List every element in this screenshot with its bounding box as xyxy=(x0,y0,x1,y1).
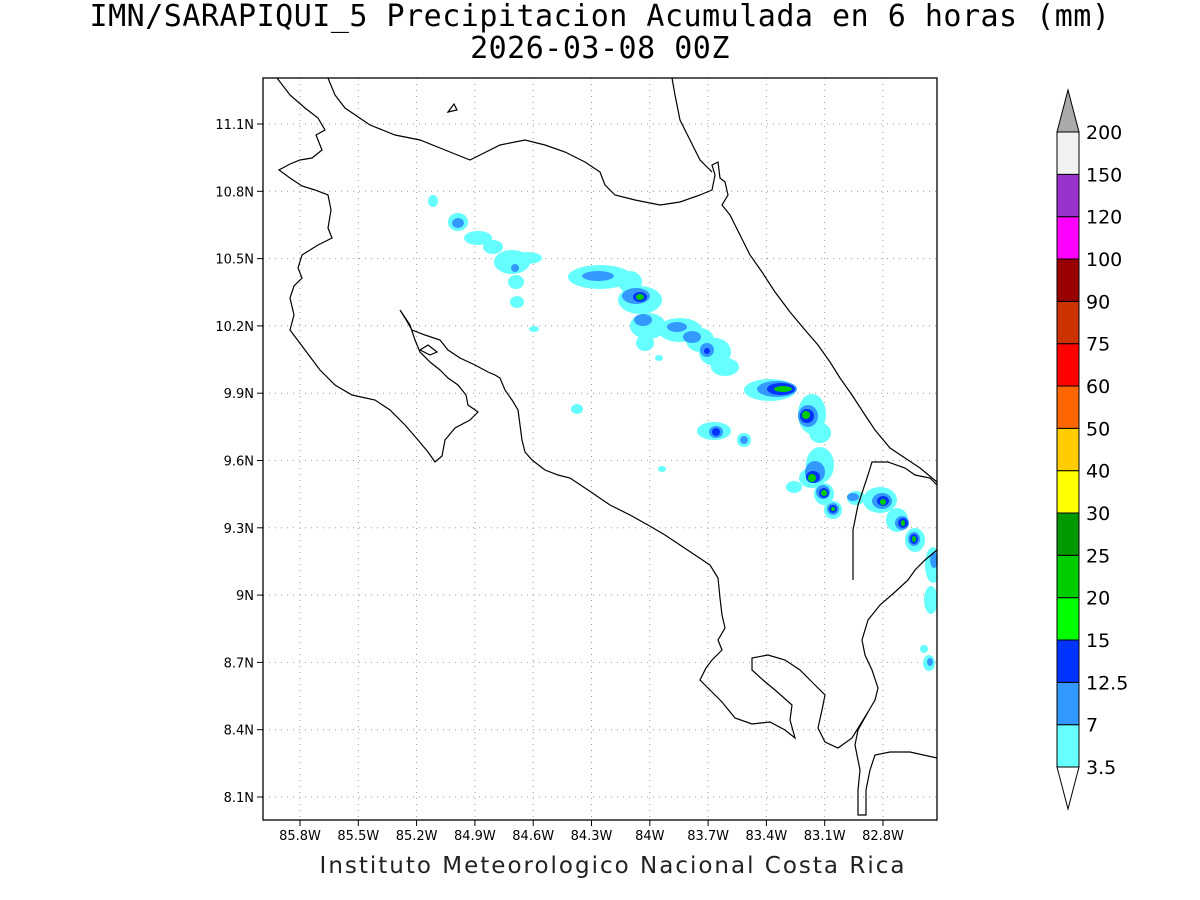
colorbar-band xyxy=(1056,427,1080,472)
colorbar: 3.5 7 12.5 15 20 25 30 40 50 60 75 90 100 120 150 200 xyxy=(1056,88,1128,811)
lon-tick-label: 85.2W xyxy=(396,829,438,844)
colorbar-band xyxy=(1056,343,1080,387)
lon-tick-label: 84.9W xyxy=(454,829,496,844)
colorbar-label: 40 xyxy=(1086,461,1110,483)
map-subtitle: 2026-03-08 00Z xyxy=(470,31,730,66)
longitude-axis: 85.8W 85.5W 85.2W 84.9W 84.6W 84.3W 84W 83.7W 83… xyxy=(279,820,904,844)
colorbar-band xyxy=(1056,724,1080,768)
lat-tick-label: 9.3N xyxy=(224,522,254,537)
lon-tick-label: 84W xyxy=(635,829,665,844)
lon-tick-label: 85.8W xyxy=(279,829,321,844)
colorbar-max-triangle xyxy=(1056,88,1080,133)
lat-tick-label: 10.2N xyxy=(215,320,254,335)
lat-tick-label: 8.1N xyxy=(224,791,254,806)
lon-tick-label: 84.3W xyxy=(571,829,613,844)
map-grid xyxy=(263,78,937,820)
colorbar-label: 12.5 xyxy=(1086,672,1128,694)
precipitation-field xyxy=(428,195,937,671)
lat-tick-label: 9.9N xyxy=(224,387,254,402)
colorbar-label: 30 xyxy=(1086,503,1110,525)
colorbar-band xyxy=(1056,216,1080,260)
small-island xyxy=(446,102,458,113)
colorbar-band xyxy=(1056,554,1080,599)
gulf-island xyxy=(418,344,439,356)
lat-tick-label: 9.6N xyxy=(224,455,254,470)
lon-tick-label: 83.1W xyxy=(804,829,846,844)
colorbar-band xyxy=(1056,681,1080,726)
nicaragua-north-coast xyxy=(327,78,937,483)
nicaragua-lake-shore xyxy=(276,78,937,749)
colorbar-label: 7 xyxy=(1086,715,1098,737)
colorbar-band xyxy=(1056,300,1080,345)
precip-7-12.5-layer xyxy=(452,218,937,666)
colorbar-label: 25 xyxy=(1086,545,1110,567)
latitude-axis: 11.1N 10.8N 10.5N 10.2N 9.9N 9.6N 9.3N 9N 8.7N 8.… xyxy=(215,118,263,806)
colorbar-band xyxy=(1056,258,1080,302)
lat-tick-label: 9N xyxy=(236,589,254,604)
colorbar-band xyxy=(1056,131,1080,175)
colorbar-label: 60 xyxy=(1086,376,1110,398)
lon-tick-label: 85.5W xyxy=(337,829,379,844)
colorbar-band xyxy=(1056,385,1080,429)
lat-tick-label: 11.1N xyxy=(215,118,254,133)
colorbar-band xyxy=(1056,597,1080,641)
colorbar-band xyxy=(1056,639,1080,683)
institution-footer: Instituto Meteorologico Nacional Costa R… xyxy=(319,853,907,879)
map-title: IMN/SARAPIQUI_5 Precipitacion Acumulada … xyxy=(89,0,1111,34)
plot-frame xyxy=(262,77,938,821)
colorbar-label: 15 xyxy=(1086,630,1110,652)
lon-tick-label: 84.6W xyxy=(512,829,554,844)
colorbar-label: 90 xyxy=(1086,291,1110,313)
coastline-borders xyxy=(276,78,937,816)
colorbar-label: 120 xyxy=(1086,207,1122,229)
colorbar-min-triangle xyxy=(1056,766,1080,811)
colorbar-label: 3.5 xyxy=(1086,757,1116,779)
lon-tick-label: 83.7W xyxy=(687,829,729,844)
lon-tick-label: 83.4W xyxy=(745,829,787,844)
nicaragua-coast-northeast xyxy=(671,78,713,173)
precip-20-25-layer xyxy=(636,294,916,542)
colorbar-band xyxy=(1056,512,1080,556)
colorbar-band xyxy=(1056,470,1080,514)
colorbar-label: 150 xyxy=(1086,164,1122,186)
lat-tick-label: 8.4N xyxy=(224,724,254,739)
colorbar-band xyxy=(1056,173,1080,218)
peninsula-burica xyxy=(854,711,937,816)
colorbar-label: 200 xyxy=(1086,122,1122,144)
nicaragua-panama-border xyxy=(852,461,937,580)
colorbar-label: 100 xyxy=(1086,249,1122,271)
colorbar-label: 75 xyxy=(1086,334,1110,356)
colorbar-label: 50 xyxy=(1086,418,1110,440)
lat-tick-label: 8.7N xyxy=(224,656,254,671)
colorbar-label: 20 xyxy=(1086,588,1110,610)
precip-3.5-7-layer xyxy=(428,195,937,671)
lat-tick-label: 10.5N xyxy=(215,253,254,268)
lon-tick-label: 82.8W xyxy=(862,829,904,844)
lat-tick-label: 10.8N xyxy=(215,185,254,200)
